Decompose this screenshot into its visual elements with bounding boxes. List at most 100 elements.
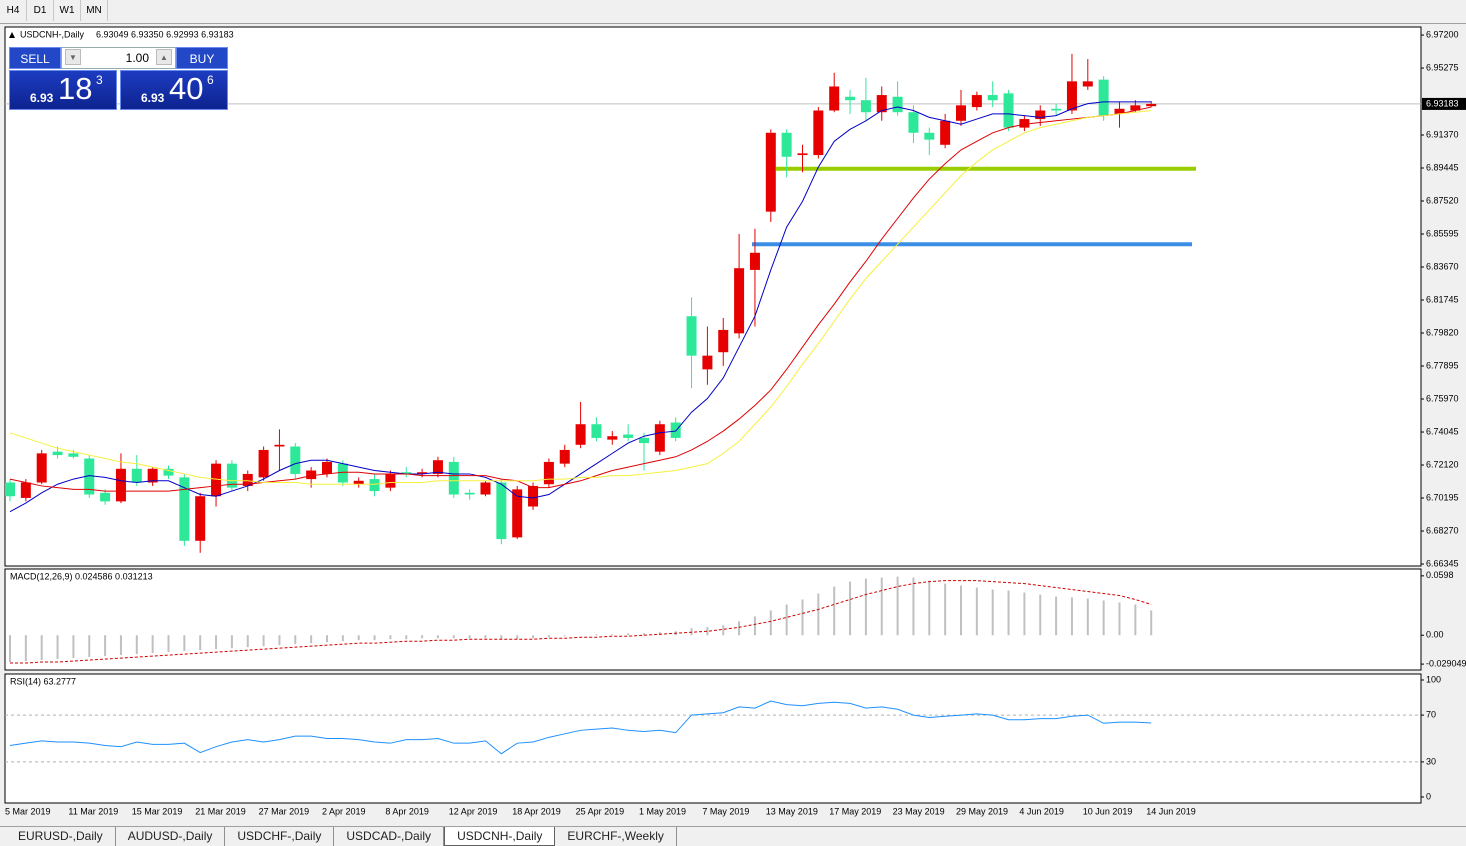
candle-body (623, 434, 634, 438)
moving-average (9, 106, 1152, 492)
chart-tab[interactable]: USDCNH-,Daily (444, 827, 556, 846)
candle-body (813, 110, 824, 156)
y-tick-label: 6.95275 (1426, 62, 1459, 72)
x-tick-label: 21 Mar 2019 (195, 806, 246, 816)
y-tick-label: 6.66345 (1426, 558, 1459, 568)
x-tick-label: 27 Mar 2019 (259, 806, 310, 816)
candle-body (274, 444, 285, 447)
candle-body (845, 96, 856, 101)
x-tick-label: 13 May 2019 (766, 806, 818, 816)
indicator-title: RSI(14) 63.2777 (10, 676, 76, 686)
y-tick-label: 6.97200 (1426, 29, 1459, 39)
candle-body (211, 463, 222, 497)
one-click-trading: SELL 1.00 ▼ ▲ BUY 6.93 18 3 6.93 40 6 (9, 47, 228, 110)
chart-tab[interactable]: AUDUSD-,Daily (116, 827, 226, 846)
chart-tab[interactable]: USDCHF-,Daily (225, 827, 335, 846)
x-tick-label: 23 May 2019 (893, 806, 945, 816)
buy-price[interactable]: 6.93 40 6 (120, 70, 228, 110)
y-tick-label: 6.83670 (1426, 261, 1459, 271)
lot-down[interactable]: ▼ (65, 49, 81, 65)
panel (4, 26, 1422, 567)
candle-body (1019, 119, 1030, 128)
sell-price[interactable]: 6.93 18 3 (9, 70, 117, 110)
candle-body (1114, 108, 1125, 114)
y-tick-label: 6.81745 (1426, 294, 1459, 304)
y-tick-label: 0.00 (1426, 630, 1444, 640)
candle-body (322, 461, 332, 474)
candle-body (68, 453, 79, 457)
x-tick-label: 18 Apr 2019 (512, 806, 561, 816)
timeframe-button[interactable]: D1 (27, 0, 54, 21)
chart-tab[interactable]: USDCAD-,Daily (334, 827, 445, 846)
buy-button[interactable]: BUY (176, 47, 228, 69)
panel (4, 673, 1422, 804)
lot-input[interactable]: 1.00 (61, 47, 176, 69)
candle-body (258, 449, 269, 478)
price-main: 18 (58, 71, 93, 106)
x-tick-label: 15 Mar 2019 (132, 806, 183, 816)
candle-body (480, 482, 491, 495)
candle-body (702, 355, 713, 370)
candle-body (20, 482, 31, 498)
x-tick-label: 25 Apr 2019 (576, 806, 625, 816)
candle-body (195, 496, 206, 541)
candle-body (1098, 79, 1109, 116)
timeframe-button[interactable]: W1 (54, 0, 81, 21)
chart-tab[interactable]: EURCHF-,Weekly (555, 827, 677, 846)
candle-body (417, 472, 428, 474)
timeframe-button[interactable]: H4 (0, 0, 27, 21)
candle-body (36, 453, 47, 483)
timeframe-button[interactable]: MN (81, 0, 108, 21)
candle-body (5, 482, 15, 497)
candle-body (1003, 93, 1014, 128)
price-big: 6.93 (30, 91, 54, 105)
x-tick-label: 12 Apr 2019 (449, 806, 498, 816)
candle-body (100, 492, 111, 502)
candle-body (353, 480, 364, 485)
candle-body (464, 492, 475, 495)
candle-body (829, 86, 840, 111)
panel (4, 568, 1422, 671)
x-tick-label: 10 Jun 2019 (1083, 806, 1133, 816)
candle-body (987, 95, 998, 101)
candle-body (496, 482, 507, 540)
candle-body (1066, 81, 1077, 111)
x-tick-label: 29 May 2019 (956, 806, 1008, 816)
x-tick-label: 2 Apr 2019 (322, 806, 366, 816)
y-tick-label: -0.029049 (1426, 658, 1466, 668)
candle-body (765, 132, 776, 212)
y-tick-label: 0 (1426, 791, 1431, 801)
candle-body (908, 112, 919, 133)
moving-average (9, 101, 1152, 513)
candle-body (654, 424, 665, 452)
y-tick-label: 6.89445 (1426, 162, 1459, 172)
candle-body (369, 479, 380, 492)
current-price-label: 6.93183 (1426, 98, 1459, 108)
price-main: 40 (169, 71, 204, 106)
signal-line (10, 580, 1152, 664)
y-tick-label: 6.68270 (1426, 525, 1459, 535)
chart-tab[interactable]: EURUSD-,Daily (6, 827, 116, 846)
y-tick-label: 6.77895 (1426, 360, 1459, 370)
candle-body (686, 316, 697, 356)
candle-body (591, 424, 602, 438)
x-tick-label: 8 Apr 2019 (385, 806, 429, 816)
sell-button[interactable]: SELL (9, 47, 61, 69)
price-small: 6 (207, 73, 214, 87)
candle-body (1035, 110, 1046, 120)
candle-body (147, 468, 158, 483)
y-tick-label: 6.75970 (1426, 393, 1459, 403)
x-tick-label: 14 Jun 2019 (1146, 806, 1196, 816)
ohlc-values: 6.93049 6.93350 6.92993 6.93183 (96, 29, 234, 39)
x-tick-label: 5 Mar 2019 (5, 806, 51, 816)
lot-up[interactable]: ▲ (156, 49, 172, 65)
candle-body (797, 153, 808, 156)
y-tick-label: 6.74045 (1426, 426, 1459, 436)
x-tick-label: 17 May 2019 (829, 806, 881, 816)
y-tick-label: 6.79820 (1426, 327, 1459, 337)
candle-body (115, 468, 126, 502)
candle-body (543, 461, 554, 485)
candle-body (385, 473, 396, 488)
candle-body (1082, 81, 1093, 87)
